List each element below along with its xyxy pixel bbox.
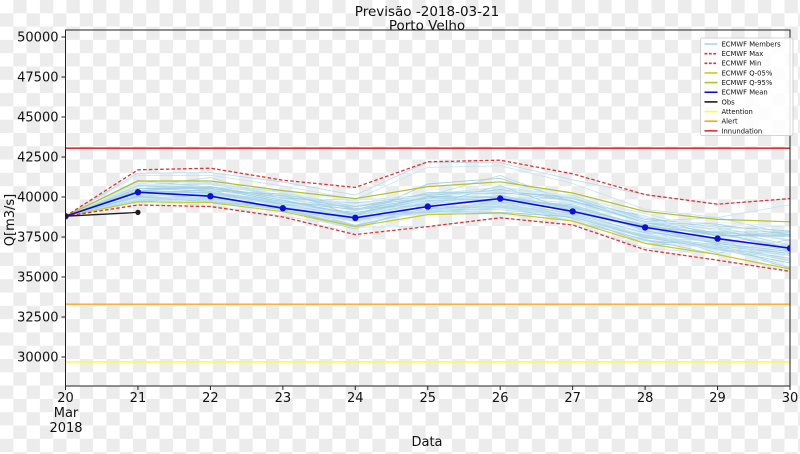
x-axis-label: Data (411, 435, 442, 450)
x-tick-label: 22 (202, 391, 219, 406)
ecmwf-mean-marker (714, 235, 721, 242)
ecmwf-mean-marker (497, 195, 504, 202)
x-tick-label: 30 (782, 391, 799, 406)
x-axis-month-label: Mar (54, 406, 79, 421)
y-axis-label: Q[m3/s] (3, 194, 18, 246)
legend-item-attention: Attention (722, 108, 753, 116)
threshold-lines (65, 147, 790, 363)
x-tick-label: 27 (564, 391, 581, 406)
x-tick-label: 26 (492, 391, 509, 406)
legend-item-alert: Alert (722, 118, 739, 126)
x-tick-label: 28 (637, 391, 654, 406)
legend-item-members: ECMWF Members (722, 40, 782, 48)
ecmwf-member-line (65, 187, 790, 237)
ecmwf-member-line (65, 194, 790, 260)
ecmwf-mean-marker (569, 208, 576, 215)
ecmwf-member-line (65, 182, 790, 230)
obs-marker (65, 213, 69, 219)
ecmwf-q05-line (65, 201, 790, 270)
x-tick-label: 29 (709, 391, 726, 406)
legend-item-q95: ECMWF Q-95% (722, 79, 773, 87)
y-tick-label: 30000 (17, 351, 58, 366)
x-tick-label: 25 (419, 391, 436, 406)
y-tick-label: 47500 (17, 71, 58, 86)
chart-title: Previsão -2018-03-21 (355, 4, 499, 20)
obs-marker (135, 209, 141, 215)
ecmwf-q95-line (65, 180, 790, 223)
ecmwf-member-line (65, 165, 790, 218)
legend-item-obs: Obs (722, 98, 736, 106)
legend-item-q05: ECMWF Q-05% (722, 69, 773, 77)
series-lines (65, 159, 790, 273)
y-tick-label: 35000 (17, 271, 58, 286)
ecmwf-mean-marker (352, 214, 359, 222)
y-tick-label: 42500 (17, 151, 58, 166)
x-axis-year-label: 2018 (49, 421, 82, 436)
ecmwf-max-line (65, 159, 790, 217)
ecmwf-member-line (65, 190, 790, 249)
ecmwf-min-line (65, 204, 790, 273)
x-tick-label: 23 (275, 391, 292, 406)
chart-subtitle: Porto Velho (389, 18, 465, 34)
axis-ticks: 30000 32500 35000 37500 40000 42500 45000 47500… (17, 31, 798, 406)
y-tick-label: 40000 (17, 191, 58, 206)
ecmwf-member-line (65, 181, 790, 234)
ecmwf-mean-marker (207, 193, 214, 200)
y-tick-label: 32500 (17, 311, 58, 326)
legend-item-mean: ECMWF Mean (722, 89, 768, 97)
legend-item-innundation: Innundation (722, 127, 763, 135)
ecmwf-mean-marker (641, 224, 649, 231)
obs-line (65, 211, 138, 217)
legend-box (700, 37, 794, 136)
y-tick-label: 50000 (17, 31, 58, 46)
legend-item-min: ECMWF Min (722, 60, 762, 68)
y-tick-label: 45000 (17, 111, 58, 126)
ecmwf-mean-marker (424, 203, 431, 210)
ecmwf-mean-marker (134, 189, 142, 196)
ecmwf-mean-marker (786, 245, 790, 252)
x-tick-label: 24 (347, 391, 364, 406)
legend-item-max: ECMWF Max (722, 50, 764, 58)
x-tick-label: 21 (130, 391, 147, 406)
x-tick-label: 20 (57, 391, 74, 406)
ecmwf-mean-marker (279, 205, 287, 212)
y-tick-label: 37500 (17, 231, 58, 246)
